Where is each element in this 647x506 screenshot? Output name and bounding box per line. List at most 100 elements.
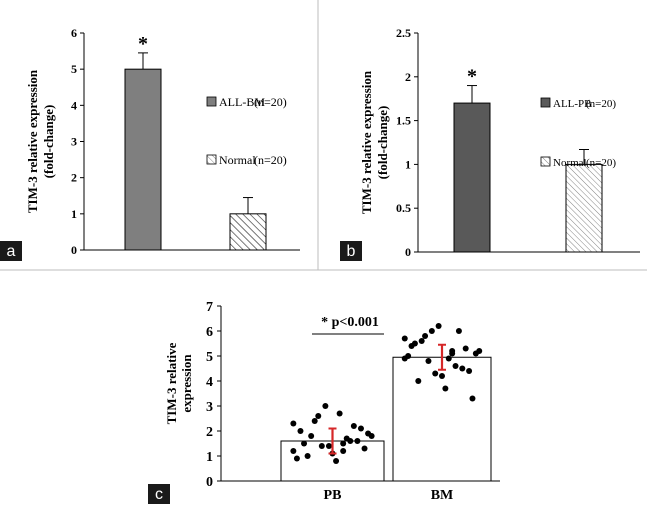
- legend-label: ALL-PB: [553, 98, 592, 110]
- bar: [565, 163, 603, 253]
- data-point: [452, 363, 459, 369]
- y-tick-label: 5: [206, 350, 213, 365]
- data-point: [466, 368, 473, 374]
- bar: [124, 68, 162, 251]
- y-tick-label: 6: [71, 26, 77, 40]
- legend-label: Normal: [553, 157, 587, 169]
- legend-n-label: (n=20): [254, 95, 287, 109]
- x-category-label: BM: [431, 488, 454, 503]
- data-point: [290, 420, 297, 427]
- y-tick-label: 1.5: [396, 114, 411, 128]
- data-point: [428, 328, 435, 334]
- data-point: [415, 378, 422, 384]
- bar: [229, 213, 267, 251]
- data-point: [322, 403, 329, 409]
- data-point: [401, 335, 408, 342]
- data-point: [350, 423, 357, 429]
- panel-label: b: [347, 243, 356, 260]
- data-point: [357, 425, 364, 432]
- data-point: [418, 338, 425, 344]
- data-point: [462, 345, 469, 352]
- data-point: [449, 350, 456, 357]
- legend-swatch: [540, 156, 551, 167]
- y-tick-label: 1: [405, 157, 411, 171]
- significance-marker: *: [467, 66, 477, 88]
- data-point: [311, 418, 318, 424]
- data-point: [336, 410, 343, 417]
- data-point: [411, 340, 418, 347]
- data-point: [445, 355, 452, 362]
- y-axis-title-group: TIM-3 relative expression (fold-change): [359, 70, 390, 214]
- y-tick-label: 0.5: [396, 201, 411, 215]
- data-point: [455, 328, 462, 334]
- data-point: [340, 440, 347, 447]
- data-point: [333, 458, 340, 464]
- legend-swatch: [206, 96, 217, 107]
- data-point: [368, 433, 375, 439]
- y-axis-title-group: TIM-3 relative expression: [164, 342, 194, 424]
- y-tick-label: 2.5: [396, 26, 411, 40]
- panel-label: a: [7, 243, 16, 260]
- legend-swatch: [540, 97, 551, 108]
- y-tick-label: 1: [71, 207, 77, 221]
- y-axis-title: TIM-3 relative expression: [25, 69, 40, 213]
- y-tick-label: 0: [206, 475, 213, 490]
- data-point: [315, 413, 322, 419]
- data-point: [442, 385, 449, 392]
- data-point: [293, 455, 300, 462]
- y-tick-label: 4: [206, 375, 213, 390]
- y-tick-label: 2: [206, 425, 213, 440]
- panel-label-box: [340, 241, 362, 261]
- data-point: [308, 433, 315, 439]
- data-point: [432, 370, 439, 377]
- panel-label: c: [155, 486, 163, 503]
- data-point: [361, 445, 368, 452]
- legend-label: ALL-BM: [219, 95, 265, 109]
- legend-n-label: (n=20): [586, 157, 616, 169]
- data-point: [425, 358, 432, 364]
- data-point: [469, 395, 476, 402]
- y-axis-title-line2: (fold-change): [375, 106, 390, 180]
- significance-marker: *: [138, 33, 148, 55]
- data-point: [301, 440, 308, 447]
- data-point: [459, 365, 466, 372]
- data-point: [405, 353, 412, 359]
- y-axis-title: TIM-3 relative expression: [359, 70, 374, 214]
- y-tick-label: 1: [206, 450, 213, 465]
- data-point: [435, 323, 442, 329]
- panel-label-box: [148, 484, 170, 504]
- y-tick-label: 5: [71, 62, 77, 76]
- y-tick-label: 6: [206, 325, 213, 340]
- data-point: [439, 373, 445, 379]
- data-point: [422, 333, 429, 339]
- bar: [453, 102, 491, 253]
- y-tick-label: 0: [71, 243, 77, 257]
- data-point: [304, 453, 311, 459]
- data-point: [347, 438, 354, 444]
- x-category-label: PB: [324, 488, 342, 503]
- y-axis-title-line2: (fold-change): [41, 105, 56, 179]
- y-tick-label: 7: [206, 300, 213, 315]
- data-point: [340, 448, 347, 454]
- data-point: [325, 443, 332, 449]
- panel-label-box: [0, 241, 22, 261]
- y-axis-title: TIM-3 relative: [164, 342, 179, 424]
- y-axis-title-line2: expression: [179, 354, 194, 413]
- data-point: [354, 438, 361, 444]
- y-axis-title-group: TIM-3 relative expression (fold-change): [25, 69, 56, 213]
- significance-text: * p<0.001: [321, 315, 379, 330]
- data-point: [290, 448, 297, 454]
- data-point: [476, 348, 483, 354]
- y-tick-label: 0: [405, 245, 411, 259]
- data-point: [297, 428, 304, 434]
- y-tick-label: 4: [71, 98, 77, 112]
- data-point: [318, 443, 325, 449]
- legend-n-label: (n=20): [586, 98, 616, 110]
- y-tick-label: 3: [71, 135, 77, 149]
- y-tick-label: 2: [71, 171, 77, 185]
- legend-swatch: [206, 154, 217, 165]
- legend-n-label: (n=20): [254, 153, 287, 167]
- legend-label: Normal: [219, 153, 256, 167]
